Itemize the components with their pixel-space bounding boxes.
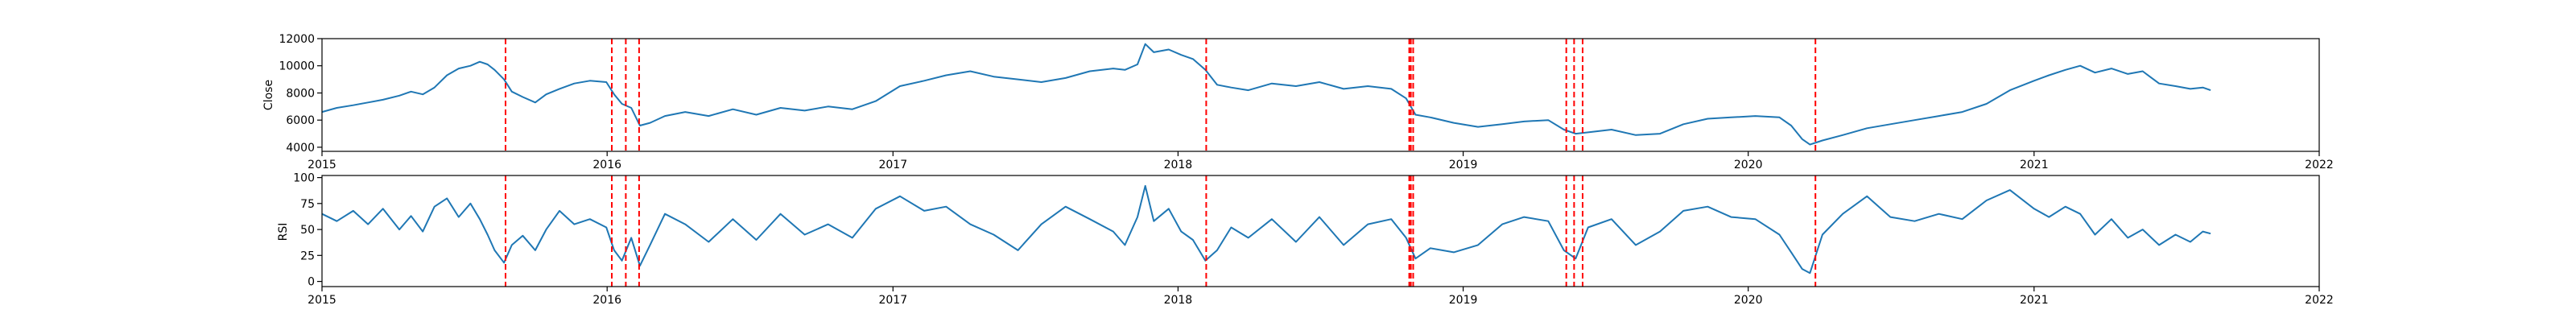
y-tick-label: 10000 (279, 60, 315, 73)
x-tick-label: 2015 (308, 294, 336, 307)
y-tick-label: 12000 (279, 33, 315, 46)
series-line-0 (321, 43, 2211, 146)
x-tick-label: 2019 (1449, 159, 1478, 171)
x-tick-label: 2018 (1164, 159, 1193, 171)
x-tick-label: 2017 (878, 294, 907, 307)
axes-frame (321, 175, 2320, 287)
x-tick-label: 2019 (1449, 294, 1478, 307)
rsi-panel: 0 25 50 75 100 2015 2016 2017 2018 2019 2020 2021 20… (293, 172, 2334, 307)
y-tick-label: 4000 (286, 142, 315, 155)
x-tick-label: 2020 (1734, 294, 1763, 307)
x-tick-label: 2020 (1734, 159, 1763, 171)
x-tick-label: 2015 (308, 159, 336, 171)
x-tick-label: 2022 (2305, 159, 2334, 171)
y-tick-label: 100 (293, 172, 315, 185)
x-tick-label: 2017 (878, 159, 907, 171)
y-tick-label: 0 (308, 276, 315, 289)
x-tick-label: 2022 (2305, 294, 2334, 307)
x-tick-label: 2016 (592, 294, 621, 307)
x-tick-label: 2018 (1164, 294, 1193, 307)
close-axis-label: Close (262, 80, 275, 110)
x-tick-label: 2016 (592, 159, 621, 171)
y-tick-label: 8000 (286, 88, 315, 101)
y-tick-label: 50 (300, 224, 315, 237)
y-tick-label: 25 (300, 250, 315, 262)
close-price-panel: 4000 6000 8000 10000 12000 2015 2016 2017 2018 20… (279, 33, 2333, 171)
rsi-axis-label: RSI (277, 223, 290, 242)
x-tick-label: 2021 (2020, 159, 2049, 171)
x-tick-label: 2021 (2020, 294, 2049, 307)
axes-frame (321, 38, 2320, 152)
series-line-0 (321, 184, 2211, 275)
y-tick-label: 6000 (286, 114, 315, 127)
y-tick-label: 75 (300, 198, 315, 211)
